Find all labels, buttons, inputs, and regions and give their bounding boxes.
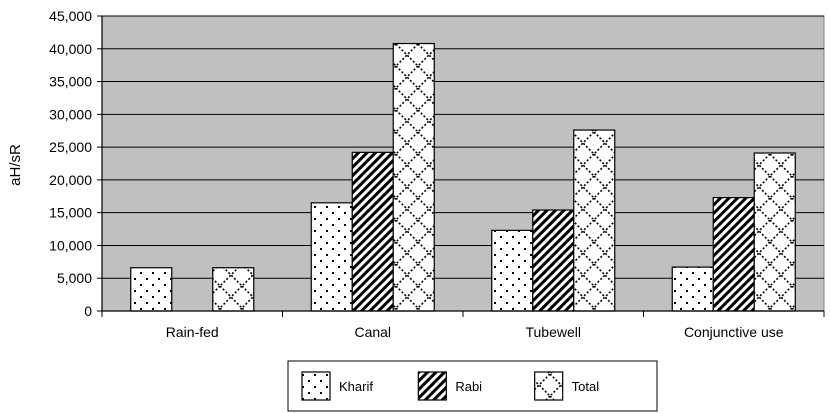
legend-swatch-total <box>534 371 564 401</box>
x-tick-label: Canal <box>354 324 391 340</box>
bar-rabi-tubewell <box>532 209 575 312</box>
y-tick-label: 5,000 <box>57 270 92 286</box>
y-axis-title: aH/sR <box>7 144 24 186</box>
bar-kharif-tubewell <box>491 229 534 312</box>
bar-kharif-rain-fed <box>130 267 173 312</box>
y-tick-label: 30,000 <box>49 106 92 122</box>
bar-kharif-conjunctive-use <box>671 266 714 312</box>
bars-group <box>130 42 796 312</box>
legend-label-total: Total <box>572 379 600 394</box>
x-tick-label: Tubewell <box>525 324 581 340</box>
y-tick-label: 0 <box>84 303 92 319</box>
y-tick-label: 40,000 <box>49 41 92 57</box>
axes-group <box>97 15 825 317</box>
bar-total-rain-fed <box>212 267 255 312</box>
legend-swatch-rabi <box>417 371 447 401</box>
legend: Kharif Rabi Total <box>287 360 658 412</box>
legend-label-rabi: Rabi <box>455 379 482 394</box>
x-axis-tick-labels: Rain-fed Canal Tubewell Conjunctive use <box>166 324 784 340</box>
bar-rabi-conjunctive-use <box>712 196 755 312</box>
y-tick-label: 25,000 <box>49 139 92 155</box>
y-tick-label: 35,000 <box>49 74 92 90</box>
y-tick-label: 15,000 <box>49 205 92 221</box>
plot-area <box>101 15 825 312</box>
bar-rabi-canal <box>351 151 394 312</box>
legend-label-kharif: Kharif <box>339 379 373 394</box>
y-tick-label: 45,000 <box>49 8 92 24</box>
y-tick-label: 20,000 <box>49 172 92 188</box>
legend-swatch-kharif <box>301 371 331 401</box>
bar-total-conjunctive-use <box>753 152 796 312</box>
x-tick-label: Rain-fed <box>166 324 219 340</box>
plot-background <box>101 15 825 312</box>
bar-total-canal <box>392 42 435 312</box>
y-tick-label: 10,000 <box>49 237 92 253</box>
x-tick-label: Conjunctive use <box>684 324 784 340</box>
y-axis-tick-labels: 0 5,000 10,000 15,000 20,000 25,000 30,000 35,0… <box>49 8 92 319</box>
bar-total-tubewell <box>573 129 616 312</box>
legend-box <box>287 360 658 412</box>
bar-kharif-canal <box>310 202 353 312</box>
